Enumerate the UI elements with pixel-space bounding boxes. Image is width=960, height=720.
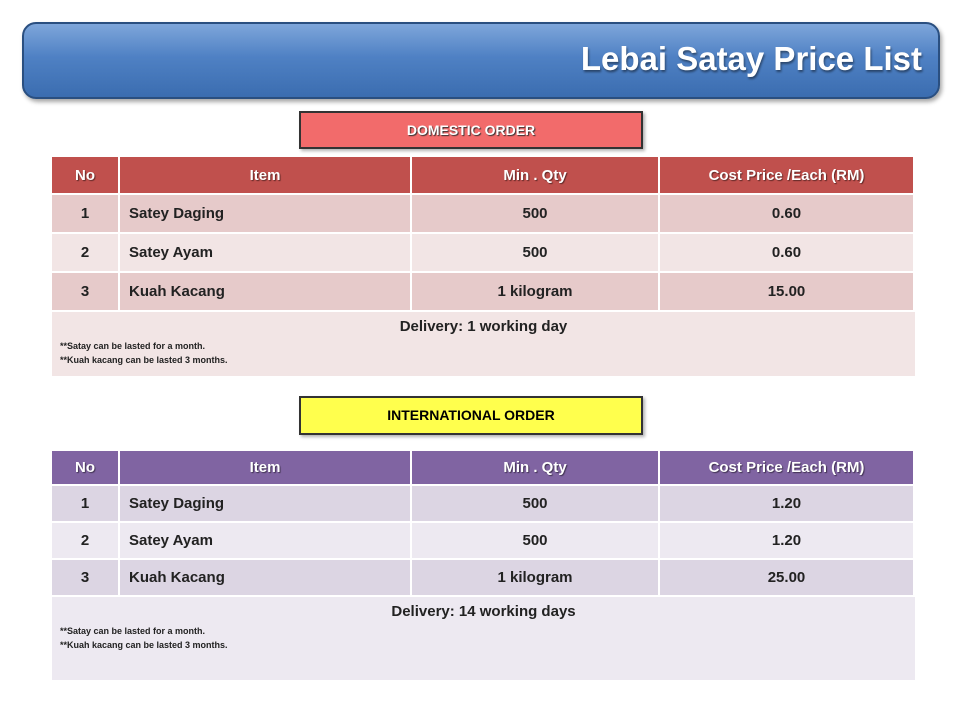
table-footer: Delivery: 1 working day **Satay can be la…: [52, 312, 915, 376]
table-cell: 0.60: [660, 195, 915, 234]
table-cell: Satey Ayam: [120, 523, 412, 560]
delivery-info: Delivery: 1 working day: [399, 318, 568, 335]
table-row: 3 Kuah Kacang 1 kilogram 25.00: [52, 560, 915, 597]
title-bar: Lebai Satay Price List: [22, 22, 940, 99]
table-cell: Kuah Kacang: [120, 560, 412, 597]
price-table: No Item Min . Qty Cost Price /Each (RM) 1 Sat…: [52, 157, 915, 376]
table-cell: 2: [52, 234, 120, 273]
note: **Satay can be lasted for a month.: [60, 341, 206, 351]
table-cell: 1.20: [660, 523, 915, 560]
table-cell: 500: [412, 486, 660, 523]
table-row: 1 Satey Daging 500 1.20: [52, 486, 915, 523]
page-title: Lebai Satay Price List: [580, 40, 922, 77]
table-cell: Satey Daging: [120, 195, 412, 234]
section-label: DOMESTIC ORDER: [299, 111, 643, 149]
table-cell: 3: [52, 560, 120, 597]
table-cell: 1.20: [660, 486, 915, 523]
column-header: Min . Qty: [412, 157, 660, 195]
column-header: Item: [120, 451, 412, 486]
table-cell: 500: [412, 234, 660, 273]
table-cell: 500: [412, 195, 660, 234]
price-table: No Item Min . Qty Cost Price /Each (RM) 1 Sat…: [52, 451, 915, 680]
table-cell: Kuah Kacang: [120, 273, 412, 312]
note: **Satay can be lasted for a month.: [60, 626, 206, 636]
table-cell: 1: [52, 486, 120, 523]
table-row: 2 Satey Ayam 500 1.20: [52, 523, 915, 560]
column-header: Cost Price /Each (RM): [660, 451, 915, 486]
table-row: 3 Kuah Kacang 1 kilogram 15.00: [52, 273, 915, 312]
delivery-info: Delivery: 14 working days: [391, 603, 576, 620]
column-header: Cost Price /Each (RM): [660, 157, 915, 195]
table-cell: 500: [412, 523, 660, 560]
table-cell: 2: [52, 523, 120, 560]
table-cell: 1 kilogram: [412, 560, 660, 597]
table-cell: 25.00: [660, 560, 915, 597]
header-row: No Item Min . Qty Cost Price /Each (RM): [52, 157, 915, 195]
table-cell: Satey Daging: [120, 486, 412, 523]
section-label: INTERNATIONAL ORDER: [299, 396, 643, 435]
header-row: No Item Min . Qty Cost Price /Each (RM): [52, 451, 915, 486]
table-cell: 1 kilogram: [412, 273, 660, 312]
note: **Kuah kacang can be lasted 3 months.: [60, 640, 228, 650]
column-header: No: [52, 451, 120, 486]
column-header: Min . Qty: [412, 451, 660, 486]
table-cell: 1: [52, 195, 120, 234]
column-header: No: [52, 157, 120, 195]
table-cell: 15.00: [660, 273, 915, 312]
table-row: 2 Satey Ayam 500 0.60: [52, 234, 915, 273]
table-footer: Delivery: 14 working days **Satay can be …: [52, 597, 915, 680]
table-row: 1 Satey Daging 500 0.60: [52, 195, 915, 234]
table-cell: 0.60: [660, 234, 915, 273]
table-cell: 3: [52, 273, 120, 312]
note: **Kuah kacang can be lasted 3 months.: [60, 355, 228, 365]
column-header: Item: [120, 157, 412, 195]
table-cell: Satey Ayam: [120, 234, 412, 273]
